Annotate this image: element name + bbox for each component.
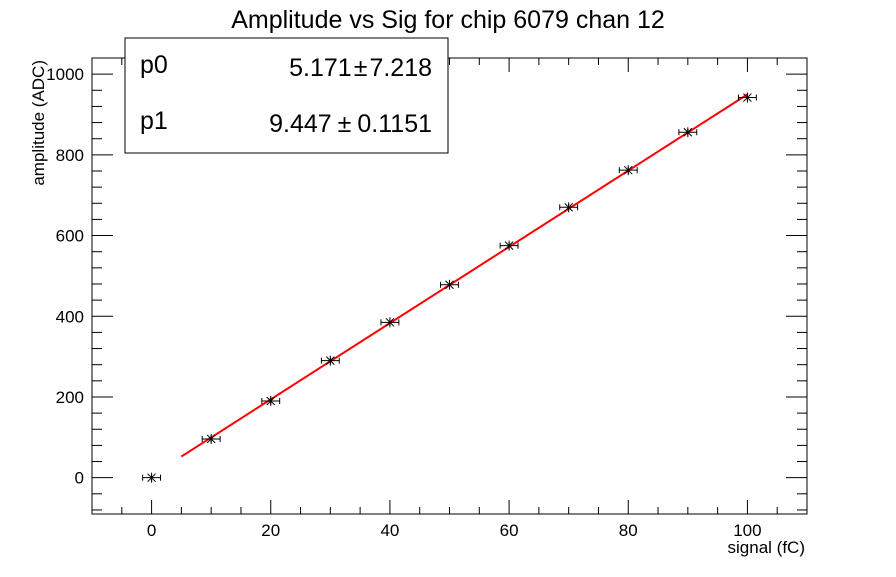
data-point	[261, 396, 281, 407]
stats-p0-value: 5.171	[289, 54, 352, 82]
x-tick-label: 40	[380, 521, 399, 540]
stats-p1-pm: ±	[338, 110, 352, 138]
stats-box-frame	[124, 37, 449, 154]
stats-box: p0 5.171±7.218 p1 9.447 ±0.1151	[124, 37, 449, 154]
stats-param-name-p1: p1	[140, 107, 168, 135]
data-points	[142, 92, 757, 483]
x-tick-label: 20	[261, 521, 280, 540]
data-point	[499, 240, 519, 251]
x-tick-label: 60	[500, 521, 519, 540]
stats-param-value-p1: 9.447 ±0.1151	[269, 110, 432, 138]
data-point	[201, 433, 221, 444]
x-axis-label: signal (fC)	[728, 538, 805, 557]
y-tick-label: 0	[75, 469, 84, 488]
chart-title: Amplitude vs Sig for chip 6079 chan 12	[231, 6, 665, 34]
stats-param-name-p0: p0	[140, 51, 168, 79]
y-tick-label: 400	[56, 307, 84, 326]
x-tick-label: 80	[619, 521, 638, 540]
fit-layer	[180, 93, 748, 458]
x-tick-label: 100	[733, 521, 761, 540]
y-axis-label: amplitude (ADC)	[29, 60, 48, 186]
stats-p0-error: 7.218	[369, 54, 432, 82]
data-point	[142, 472, 162, 483]
y-tick-label: 200	[56, 388, 84, 407]
stats-p1-value: 9.447	[269, 110, 332, 138]
y-tick-label: 800	[56, 146, 84, 165]
data-point	[440, 279, 459, 290]
stats-p1-error: 0.1151	[357, 110, 432, 138]
data-point	[678, 127, 698, 138]
data-point	[618, 165, 638, 176]
data-point	[380, 317, 400, 328]
y-tick-label: 600	[56, 227, 84, 246]
fit-line	[180, 93, 748, 458]
x-tick-label: 0	[147, 521, 156, 540]
stats-param-value-p0: 5.171±7.218	[289, 54, 432, 82]
y-tick-label: 1000	[46, 65, 84, 84]
data-point	[737, 92, 757, 103]
data-point	[559, 202, 579, 213]
stats-p0-pm: ±	[354, 54, 368, 82]
data-point	[320, 355, 340, 366]
